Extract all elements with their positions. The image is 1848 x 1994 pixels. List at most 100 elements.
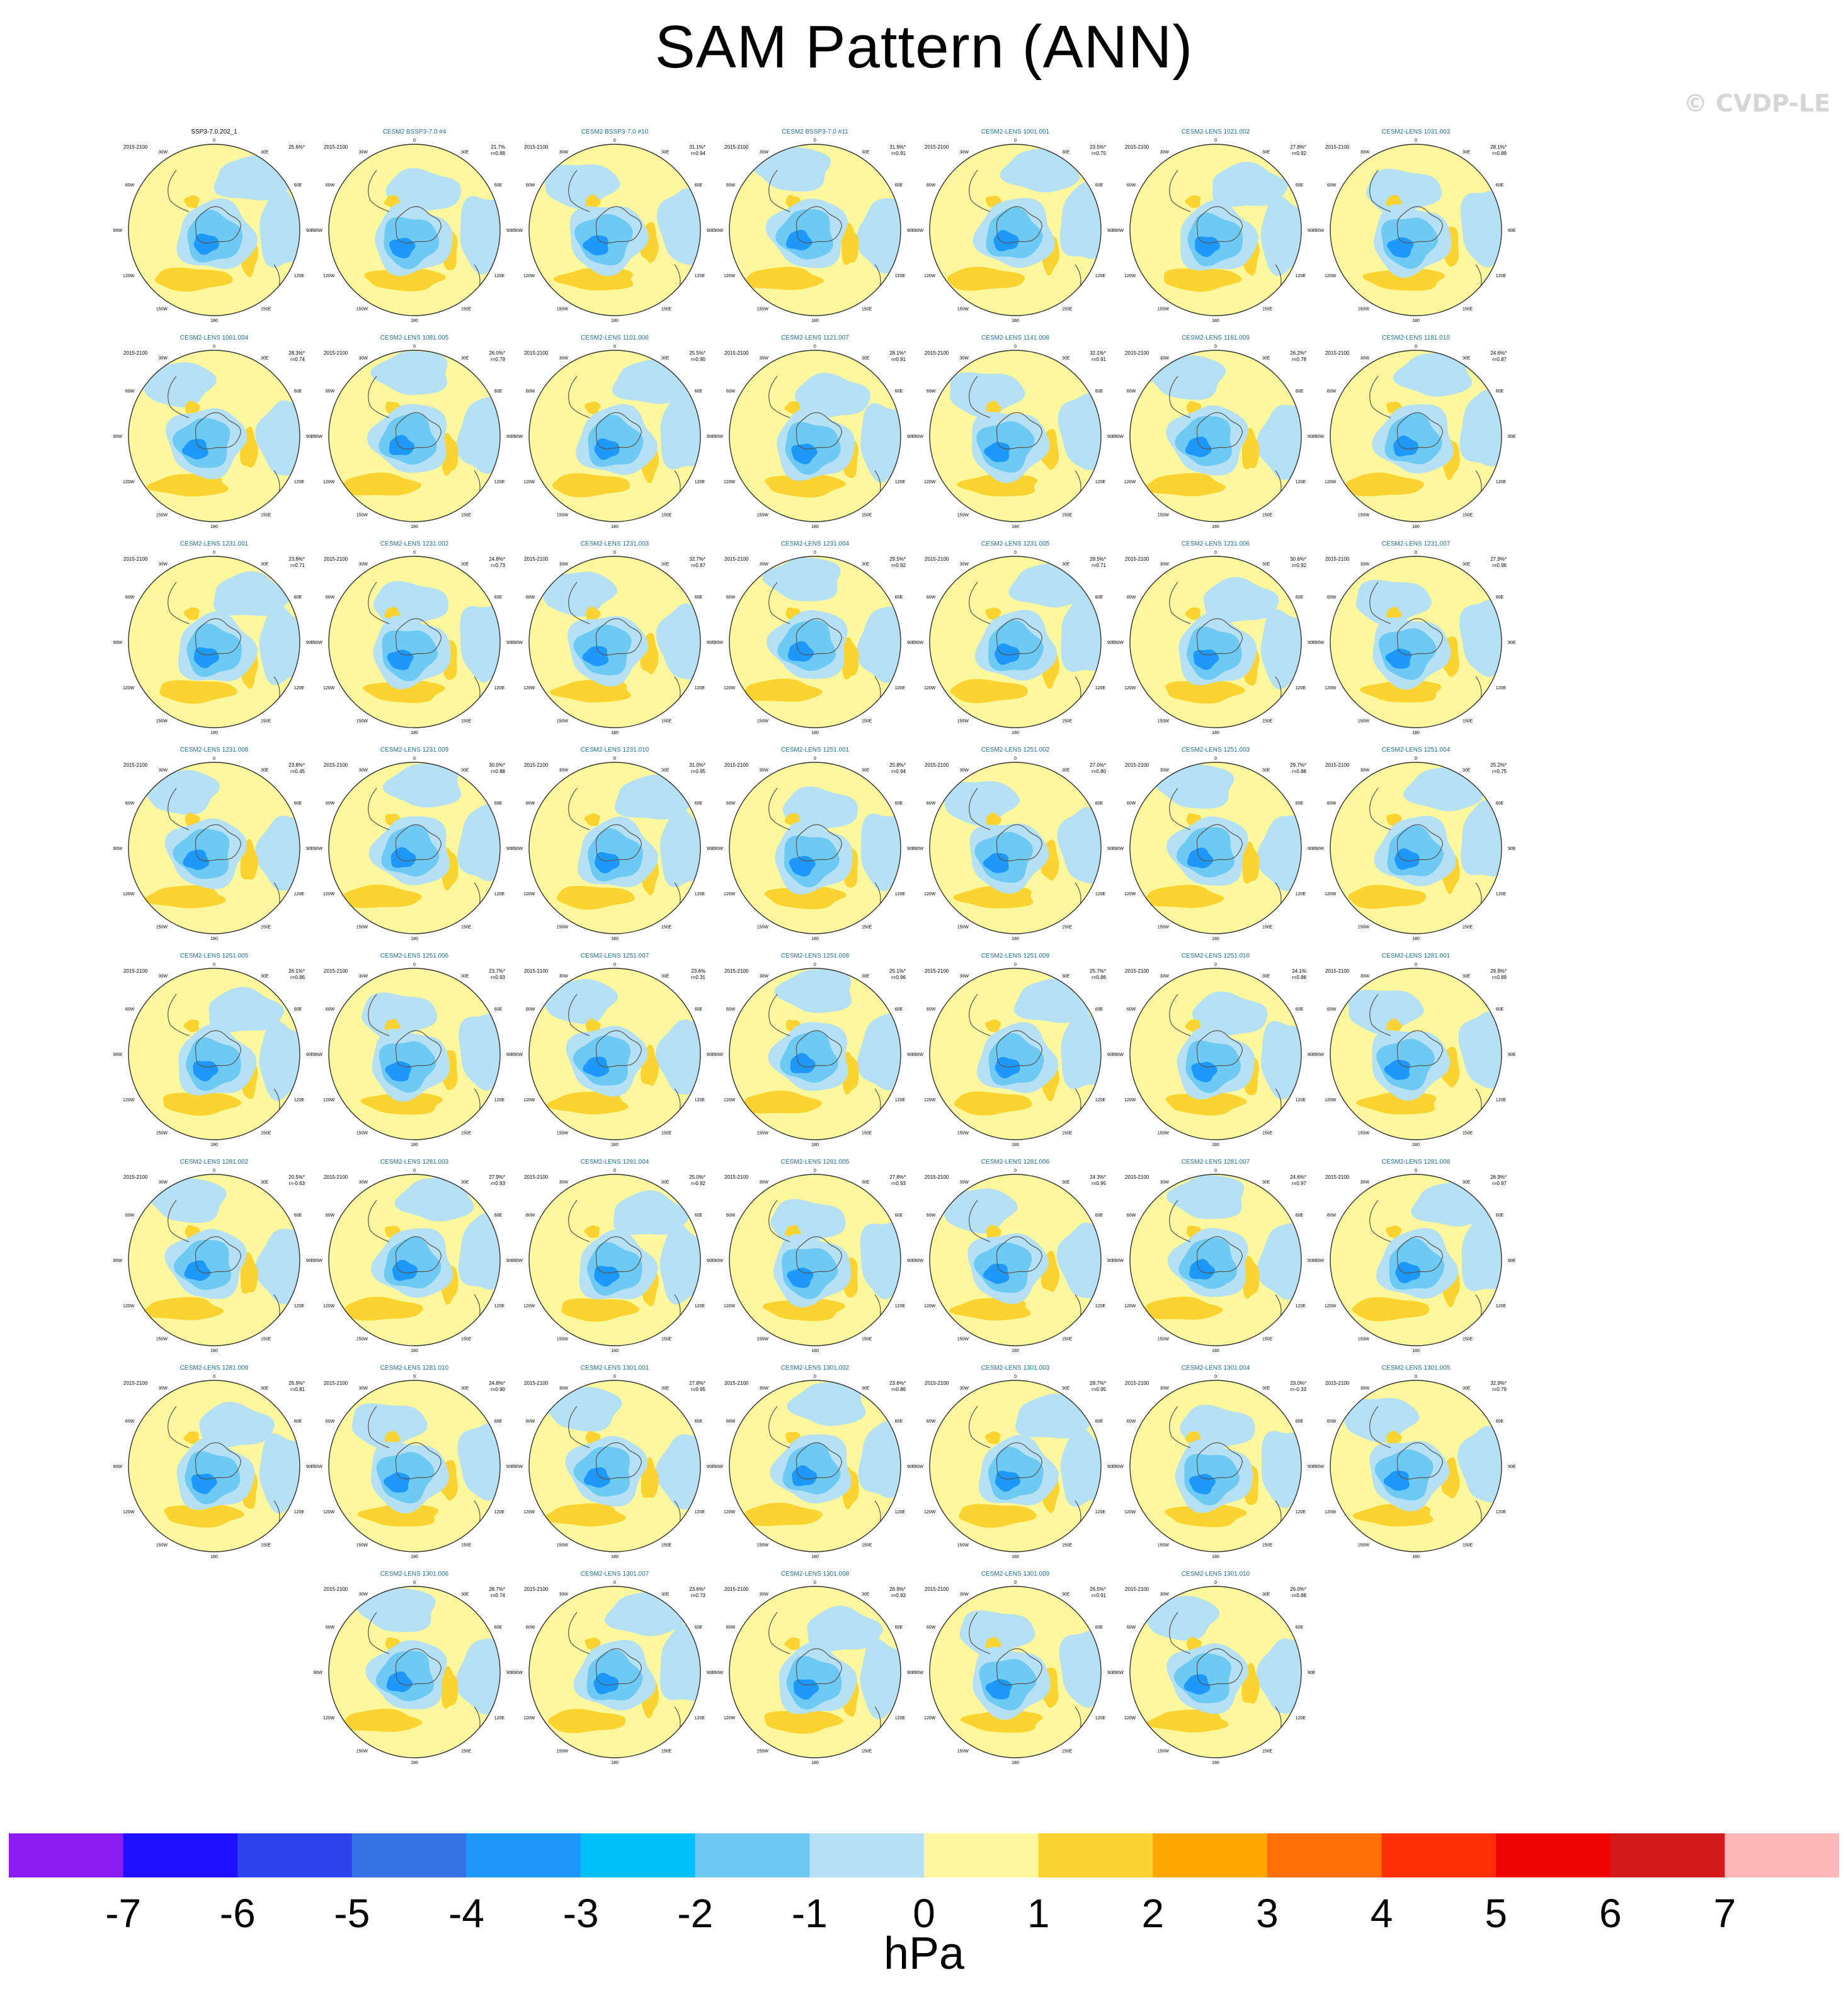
positive-anomaly-region (1165, 1092, 1247, 1116)
sam-field (529, 144, 700, 316)
positive-anomaly-region (142, 1297, 224, 1321)
longitude-label: 30E (1463, 768, 1471, 772)
panel-pattern-correlation: r=0.71 (290, 563, 305, 568)
positive-anomaly-region (144, 885, 226, 908)
longitude-label: 30W (1160, 356, 1170, 360)
negative-anomaly-core (1189, 1259, 1216, 1280)
panel-pattern-correlation: r=0.86 (290, 975, 305, 980)
longitude-label: 0 (814, 1169, 816, 1173)
longitude-label: 30E (661, 356, 670, 360)
positive-anomaly-region (1386, 1018, 1402, 1032)
longitude-label: 120W (924, 274, 936, 278)
longitude-label: 30E (1463, 150, 1471, 154)
sam-field (1330, 350, 1502, 522)
longitude-label: 30W (1160, 1592, 1170, 1596)
longitude-label: 30E (461, 562, 469, 566)
longitude-label: 120W (724, 480, 736, 484)
panel-explained-variance: 24.1% (1292, 968, 1306, 974)
longitude-label: 60E (294, 595, 302, 600)
negative-anomaly-core (1394, 848, 1420, 870)
panel-explained-variance: 25.1%* (889, 968, 906, 974)
longitude-label: 90W (1115, 1671, 1124, 1675)
negative-anomaly-region (655, 1434, 700, 1510)
longitude-label: 30W (760, 768, 769, 772)
longitude-label: 60E (1095, 801, 1104, 806)
panel-explained-variance: 26.0%* (1290, 1586, 1306, 1592)
panel-title: CESM2-LENS 1251.003 (1182, 747, 1250, 753)
longitude-label: 90W (915, 1465, 924, 1469)
longitude-label: 90E (1107, 847, 1115, 851)
panel-explained-variance: 26.9%* (1490, 1174, 1507, 1180)
panel-explained-variance: 24.6%* (1490, 350, 1507, 356)
panel-title: CESM2-LENS 1281.006 (981, 1159, 1050, 1166)
sam-panel: CESM2-LENS 1231.010 2015-2100 31.0%*r=0.95… (514, 747, 715, 941)
longitude-label: 90W (514, 641, 523, 645)
longitude-label: 30E (1463, 562, 1471, 566)
longitude-label: 90W (714, 1671, 724, 1675)
sam-panel: CESM2-LENS 1301.004 2015-2100 23.0%*r=-0.3… (1115, 1365, 1316, 1559)
longitude-label: 30E (1262, 150, 1270, 154)
positive-anomaly-region (556, 885, 635, 910)
longitude-label: 30E (661, 768, 670, 772)
longitude-label: 150W (757, 513, 769, 518)
panel-explained-variance: 29.7%* (1290, 762, 1306, 768)
negative-anomaly-region (1393, 352, 1473, 397)
longitude-label: 30W (1360, 150, 1370, 154)
longitude-label: 90W (314, 1259, 323, 1263)
sam-field (729, 1380, 901, 1552)
longitude-label: 60E (1296, 389, 1304, 394)
negative-anomaly-region (949, 372, 1026, 418)
longitude-label: 60E (895, 183, 903, 188)
panel-pattern-correlation: r=0.74 (491, 1593, 505, 1598)
coastline (1169, 375, 1191, 418)
negative-anomaly-region (1166, 1175, 1245, 1219)
longitude-label: 90E (1308, 1259, 1316, 1263)
longitude-label: 30W (960, 1386, 969, 1390)
longitude-label: 30E (1262, 768, 1270, 772)
map-border (128, 556, 300, 728)
longitude-label: 150E (1262, 1132, 1273, 1136)
panel-pattern-correlation: r=0.74 (290, 357, 305, 362)
longitude-label: 0 (1214, 551, 1217, 555)
longitude-label: 30W (1360, 1386, 1370, 1390)
longitude-label: 30W (359, 150, 368, 154)
longitude-label: 150E (1062, 719, 1073, 724)
longitude-label: 90E (306, 435, 314, 439)
positive-anomaly-region (763, 1298, 845, 1321)
longitude-label: 90W (1115, 847, 1124, 851)
panel-pattern-correlation: r=0.91 (891, 357, 906, 362)
longitude-label: 60E (895, 1419, 903, 1424)
panel-pattern-correlation: r=0.91 (1092, 1593, 1106, 1598)
negative-anomaly-core (1185, 437, 1212, 457)
colorbar-swatch (9, 1833, 124, 1877)
longitude-label: 60E (695, 389, 703, 394)
panel-title: CESM2-LENS 1231.002 (380, 541, 449, 547)
longitude-label: 90E (907, 1259, 915, 1263)
longitude-label: 120E (1095, 892, 1106, 897)
longitude-label: 30E (862, 562, 870, 566)
longitude-label: 60W (526, 389, 535, 394)
panel-period: 2015-2100 (524, 350, 549, 356)
panel-explained-variance: 21.7% (491, 144, 505, 150)
coastline (1196, 824, 1243, 862)
coastline (1196, 412, 1243, 450)
longitude-label: 120E (695, 480, 705, 484)
coastline (1396, 1236, 1444, 1274)
longitude-label: 120W (323, 1304, 335, 1309)
longitude-label: 120W (1325, 1304, 1337, 1309)
coastline (568, 1406, 590, 1448)
negative-anomaly-core (593, 1673, 619, 1695)
longitude-label: 120W (323, 892, 335, 897)
positive-anomaly-region (183, 607, 200, 620)
longitude-label: 180 (1412, 937, 1420, 941)
longitude-label: 60E (895, 389, 903, 394)
negative-anomaly-core (1384, 1060, 1410, 1080)
panel-period: 2015-2100 (724, 968, 749, 974)
longitude-label: 60W (726, 183, 736, 188)
coastline (768, 1200, 790, 1242)
longitude-label: 30W (159, 562, 168, 566)
map-border (1330, 1174, 1502, 1346)
panel-explained-variance: 27.8%* (689, 1380, 705, 1386)
negative-anomaly-region (787, 1382, 866, 1426)
sam-field (930, 144, 1101, 316)
